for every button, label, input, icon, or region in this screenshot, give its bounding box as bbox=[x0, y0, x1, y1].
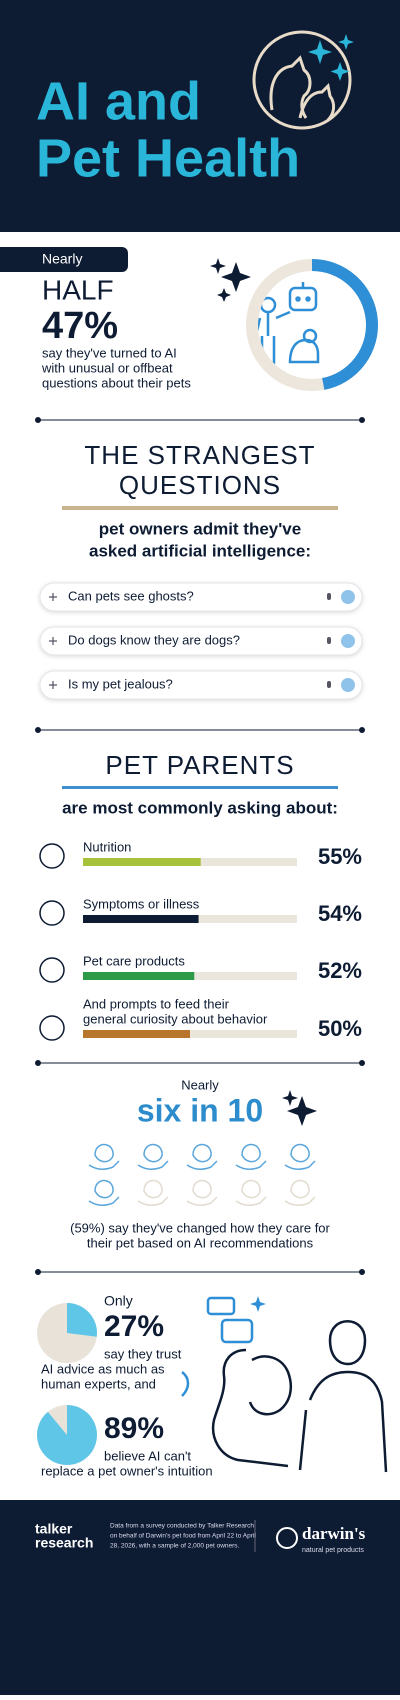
stat-text: questions about their pets bbox=[42, 375, 191, 390]
stat-text: say they trust bbox=[104, 1346, 182, 1361]
stat-text: with unusual or offbeat bbox=[41, 360, 173, 375]
sparkles bbox=[308, 34, 354, 81]
divider-dot bbox=[359, 417, 365, 423]
topic-label: Nutrition bbox=[83, 839, 131, 854]
send-icon bbox=[341, 678, 355, 692]
bar bbox=[83, 915, 199, 923]
topic-value: 50% bbox=[318, 1016, 362, 1041]
topic-value: 52% bbox=[318, 958, 362, 983]
send-icon bbox=[341, 634, 355, 648]
headline: six in 10 bbox=[137, 1092, 263, 1128]
topic-label: And prompts to feed their bbox=[83, 996, 230, 1011]
mic-icon bbox=[327, 637, 331, 644]
footnote: 28, 2026, with a sample of 2,000 pet own… bbox=[110, 1543, 240, 1550]
partner-logo bbox=[276, 1527, 298, 1549]
sparkles bbox=[210, 258, 251, 302]
topic-icon bbox=[39, 957, 65, 983]
hand-pet-icon bbox=[137, 1179, 169, 1206]
question: Is my pet jealous? bbox=[68, 676, 173, 691]
divider-dot bbox=[35, 1060, 41, 1066]
mic-icon bbox=[327, 681, 331, 688]
hand-pet-icon bbox=[137, 1143, 169, 1170]
owner-illustration bbox=[181, 1296, 388, 1473]
question-pill bbox=[39, 670, 363, 700]
hand-pet-icon bbox=[284, 1143, 316, 1170]
question-pill bbox=[39, 626, 363, 656]
plus-icon bbox=[49, 593, 57, 601]
topic-value: 54% bbox=[318, 901, 362, 926]
footnote: Data from a survey conducted by Talker R… bbox=[110, 1523, 254, 1530]
ring-value bbox=[311, 259, 378, 390]
plus-icon bbox=[49, 681, 57, 689]
hand-pet-icon bbox=[186, 1143, 218, 1170]
hand-pet-icon bbox=[88, 1179, 120, 1206]
section-title: THE STRANGEST bbox=[84, 440, 315, 470]
stat-text: their pet based on AI recommendations bbox=[87, 1235, 314, 1250]
stat-text: AI advice as much as bbox=[41, 1361, 165, 1376]
section-subtitle: pet owners admit they've bbox=[99, 519, 301, 538]
stat-text: replace a pet owner's intuition bbox=[41, 1463, 213, 1478]
partner-tagline: natural pet products bbox=[302, 1547, 364, 1554]
section-title: PET PARENTS bbox=[105, 750, 294, 780]
question-pill bbox=[39, 582, 363, 612]
brand: research bbox=[35, 1535, 93, 1551]
partner: darwin's bbox=[302, 1524, 366, 1543]
footer-bg bbox=[0, 1500, 400, 1695]
sparkles bbox=[282, 1090, 317, 1126]
pie-slice bbox=[67, 1303, 98, 1337]
topic-value: 55% bbox=[318, 844, 362, 869]
title: AI and bbox=[36, 71, 201, 131]
stat: 89% bbox=[104, 1412, 164, 1445]
divider-dot bbox=[35, 1269, 41, 1275]
topic-label: Symptoms or illness bbox=[83, 896, 200, 911]
send-icon bbox=[341, 590, 355, 604]
hand-pet-icon bbox=[284, 1179, 316, 1206]
kicker-pill bbox=[0, 247, 128, 272]
hand-pet-icon bbox=[88, 1143, 120, 1170]
stat: 27% bbox=[104, 1310, 164, 1343]
question: Can pets see ghosts? bbox=[68, 588, 194, 603]
hand-pet-icon bbox=[186, 1179, 218, 1206]
brand: talker bbox=[35, 1521, 73, 1537]
pet-icons bbox=[88, 1143, 316, 1206]
stat-text: say they've turned to AI bbox=[42, 345, 177, 360]
mic-icon bbox=[327, 593, 331, 600]
question: Do dogs know they are dogs? bbox=[68, 632, 240, 647]
topic-icon bbox=[39, 843, 65, 869]
divider-dot bbox=[35, 727, 41, 733]
stat-text: (59%) say they've changed how they care … bbox=[70, 1220, 330, 1235]
topic-icon bbox=[39, 1015, 65, 1041]
title-underline bbox=[62, 506, 338, 510]
footnote: on behalf of Darwin's pet food from Apri… bbox=[110, 1533, 256, 1540]
topic-label: general curiosity about behavior bbox=[83, 1011, 268, 1026]
divider-dot bbox=[359, 1060, 365, 1066]
section-subtitle: asked artificial intelligence: bbox=[89, 541, 311, 560]
stat: 47% bbox=[42, 305, 118, 347]
kicker: Nearly bbox=[42, 251, 82, 267]
hand-pet-icon bbox=[235, 1143, 267, 1170]
hand-pet-icon bbox=[235, 1179, 267, 1206]
bar bbox=[83, 858, 201, 866]
topic-icon bbox=[39, 900, 65, 926]
divider-dot bbox=[359, 1269, 365, 1275]
plus-icon bbox=[49, 637, 57, 645]
divider-dot bbox=[35, 417, 41, 423]
section-subtitle: are most commonly asking about: bbox=[62, 798, 338, 817]
title: Pet Health bbox=[36, 128, 300, 188]
divider-dot bbox=[359, 727, 365, 733]
stat-text: believe AI can't bbox=[104, 1448, 191, 1463]
kicker: Only bbox=[104, 1293, 133, 1309]
headline: HALF bbox=[42, 274, 114, 305]
section-title: QUESTIONS bbox=[119, 470, 281, 500]
bar bbox=[83, 972, 195, 980]
pie-slice bbox=[37, 1405, 98, 1466]
kicker: Nearly bbox=[181, 1077, 219, 1092]
topic-label: Pet care products bbox=[83, 953, 185, 968]
logo bbox=[252, 30, 352, 130]
stat-text: human experts, and bbox=[41, 1376, 156, 1391]
bar bbox=[83, 1030, 190, 1038]
title-underline bbox=[62, 786, 338, 789]
